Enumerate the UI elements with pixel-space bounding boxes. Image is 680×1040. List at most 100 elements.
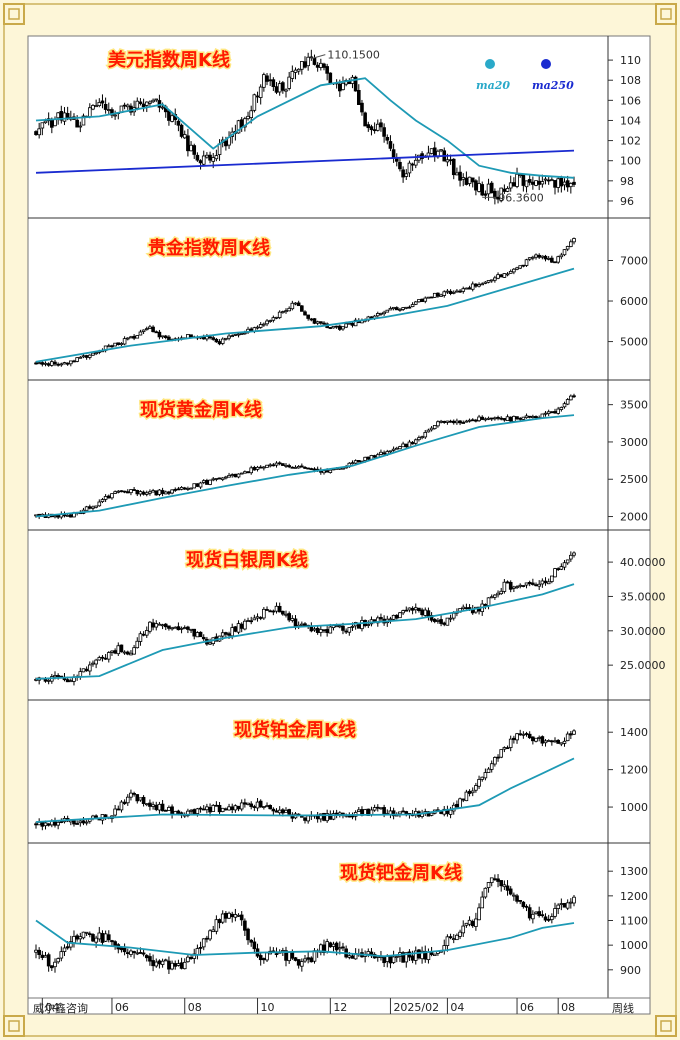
panel-title: 现货钯金周K线 (340, 862, 462, 884)
candle-body (53, 361, 57, 365)
candle-body (417, 299, 421, 303)
candle-body (284, 809, 288, 813)
candle-body (154, 98, 159, 101)
candle-body (233, 473, 238, 478)
candle-body (258, 617, 263, 619)
candle-body (534, 911, 538, 914)
candle-body (467, 176, 472, 184)
candle-body (467, 790, 472, 794)
candle-body (211, 337, 216, 340)
candle-body (445, 290, 450, 293)
candle-body (394, 307, 399, 311)
candle-body (227, 633, 231, 636)
corner-ornament-0 (3, 3, 25, 25)
candle-body (486, 417, 491, 420)
candle-body (224, 808, 228, 811)
candle-body (445, 936, 450, 946)
candle-body (293, 69, 298, 73)
candle-body (239, 914, 244, 921)
candle-body (385, 955, 390, 963)
candle-body (455, 934, 459, 941)
candle-body (211, 929, 216, 932)
period-label: 周线 (612, 1002, 634, 1015)
candle-body (394, 956, 399, 958)
candle-body (65, 679, 70, 683)
candle-body (135, 490, 140, 495)
candle-body (62, 362, 67, 365)
candle-body (572, 896, 576, 904)
candle-body (56, 821, 60, 826)
candle-body (220, 807, 225, 813)
x-tick-label: 06 (520, 1001, 534, 1014)
candle-body (148, 491, 152, 494)
candle-body (309, 957, 314, 963)
candle-body (562, 562, 567, 568)
candle-body (46, 954, 51, 967)
candle-body (502, 884, 507, 888)
candle-body (322, 629, 326, 632)
candle-body (100, 933, 105, 943)
candle-body (401, 610, 405, 614)
candle-body (550, 257, 554, 263)
candle-body (236, 473, 241, 478)
candle-body (198, 482, 203, 488)
panel-title: 现货铂金周K线 (234, 719, 356, 741)
candle-body (426, 296, 431, 299)
candle-body (255, 326, 260, 329)
candle-body (65, 362, 70, 365)
candle-body (410, 442, 415, 445)
candle-body (179, 487, 184, 490)
candle-body (515, 586, 519, 589)
candle-body (455, 290, 459, 293)
y-tick-label: 102 (620, 135, 641, 148)
candle-body (477, 779, 481, 787)
candle-body (113, 808, 117, 816)
candle-body (205, 937, 209, 940)
candle-body (439, 420, 443, 423)
candle-body (518, 584, 522, 587)
candle-body (518, 900, 522, 902)
candle-body (227, 475, 231, 478)
candle-body (198, 807, 203, 810)
candle-body (37, 362, 41, 365)
candle-body (122, 947, 127, 953)
candle-body (106, 495, 111, 499)
candle-body (78, 125, 83, 128)
candle-body (198, 946, 203, 949)
candle-body (217, 805, 222, 813)
candle-body (306, 957, 310, 960)
candle-body (306, 56, 310, 67)
candle-body (211, 805, 216, 812)
candle-body (40, 954, 45, 958)
candle-body (75, 357, 79, 362)
candle-body (37, 949, 41, 955)
candle-body (192, 953, 197, 959)
y-tick-label: 35.0000 (620, 590, 666, 603)
candle-body (43, 822, 48, 827)
candle-body (236, 805, 241, 810)
y-tick-label: 2000 (620, 511, 648, 524)
candle-body (569, 733, 573, 736)
candle-body (249, 803, 254, 807)
candle-body (56, 958, 60, 963)
candle-body (496, 878, 500, 882)
candle-body (382, 957, 386, 964)
candle-body (151, 99, 155, 103)
candle-body (287, 809, 291, 815)
candle-body (448, 617, 453, 620)
candle-body (432, 953, 437, 956)
candle-body (220, 913, 225, 923)
candle-body (493, 277, 497, 281)
candle-body (151, 490, 155, 493)
candle-body (173, 963, 178, 967)
candle-body (75, 823, 79, 825)
candle-body (195, 632, 200, 638)
candle-body (246, 802, 250, 805)
candle-body (341, 82, 345, 91)
candle-body (262, 608, 266, 619)
candle-body (350, 955, 355, 959)
candle-body (265, 609, 269, 611)
candle-body (135, 952, 140, 955)
candle-body (534, 584, 538, 587)
candle-body (512, 586, 516, 589)
